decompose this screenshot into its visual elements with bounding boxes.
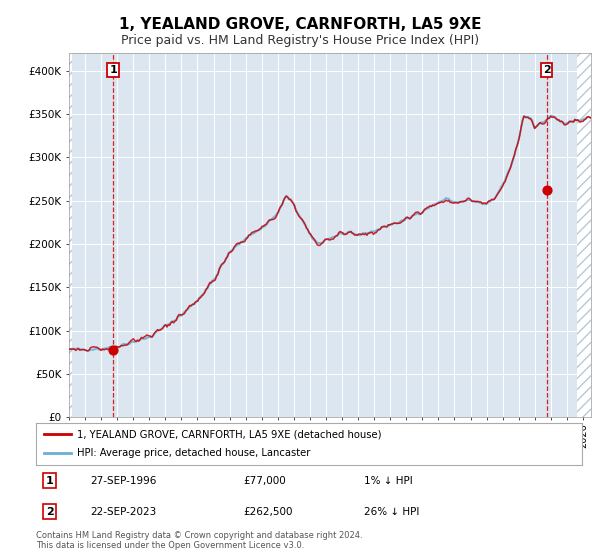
Text: 1: 1 (46, 475, 53, 486)
Text: 1: 1 (109, 64, 117, 74)
Text: 1, YEALAND GROVE, CARNFORTH, LA5 9XE: 1, YEALAND GROVE, CARNFORTH, LA5 9XE (119, 17, 481, 32)
Text: Contains HM Land Registry data © Crown copyright and database right 2024.
This d: Contains HM Land Registry data © Crown c… (36, 531, 362, 550)
Text: Price paid vs. HM Land Registry's House Price Index (HPI): Price paid vs. HM Land Registry's House … (121, 34, 479, 46)
Text: 2: 2 (46, 507, 53, 517)
Text: 27-SEP-1996: 27-SEP-1996 (91, 475, 157, 486)
Text: 26% ↓ HPI: 26% ↓ HPI (364, 507, 419, 517)
Point (542, 185, 551, 194)
Text: 1, YEALAND GROVE, CARNFORTH, LA5 9XE (detached house): 1, YEALAND GROVE, CARNFORTH, LA5 9XE (de… (77, 429, 382, 439)
Bar (577, 53, 591, 417)
Point (109, 346, 118, 355)
Text: HPI: Average price, detached house, Lancaster: HPI: Average price, detached house, Lanc… (77, 449, 310, 459)
Text: 2: 2 (542, 64, 550, 74)
Text: 22-SEP-2023: 22-SEP-2023 (91, 507, 157, 517)
Text: 1% ↓ HPI: 1% ↓ HPI (364, 475, 412, 486)
Text: £262,500: £262,500 (244, 507, 293, 517)
Bar (69, 53, 72, 417)
Text: £77,000: £77,000 (244, 475, 286, 486)
